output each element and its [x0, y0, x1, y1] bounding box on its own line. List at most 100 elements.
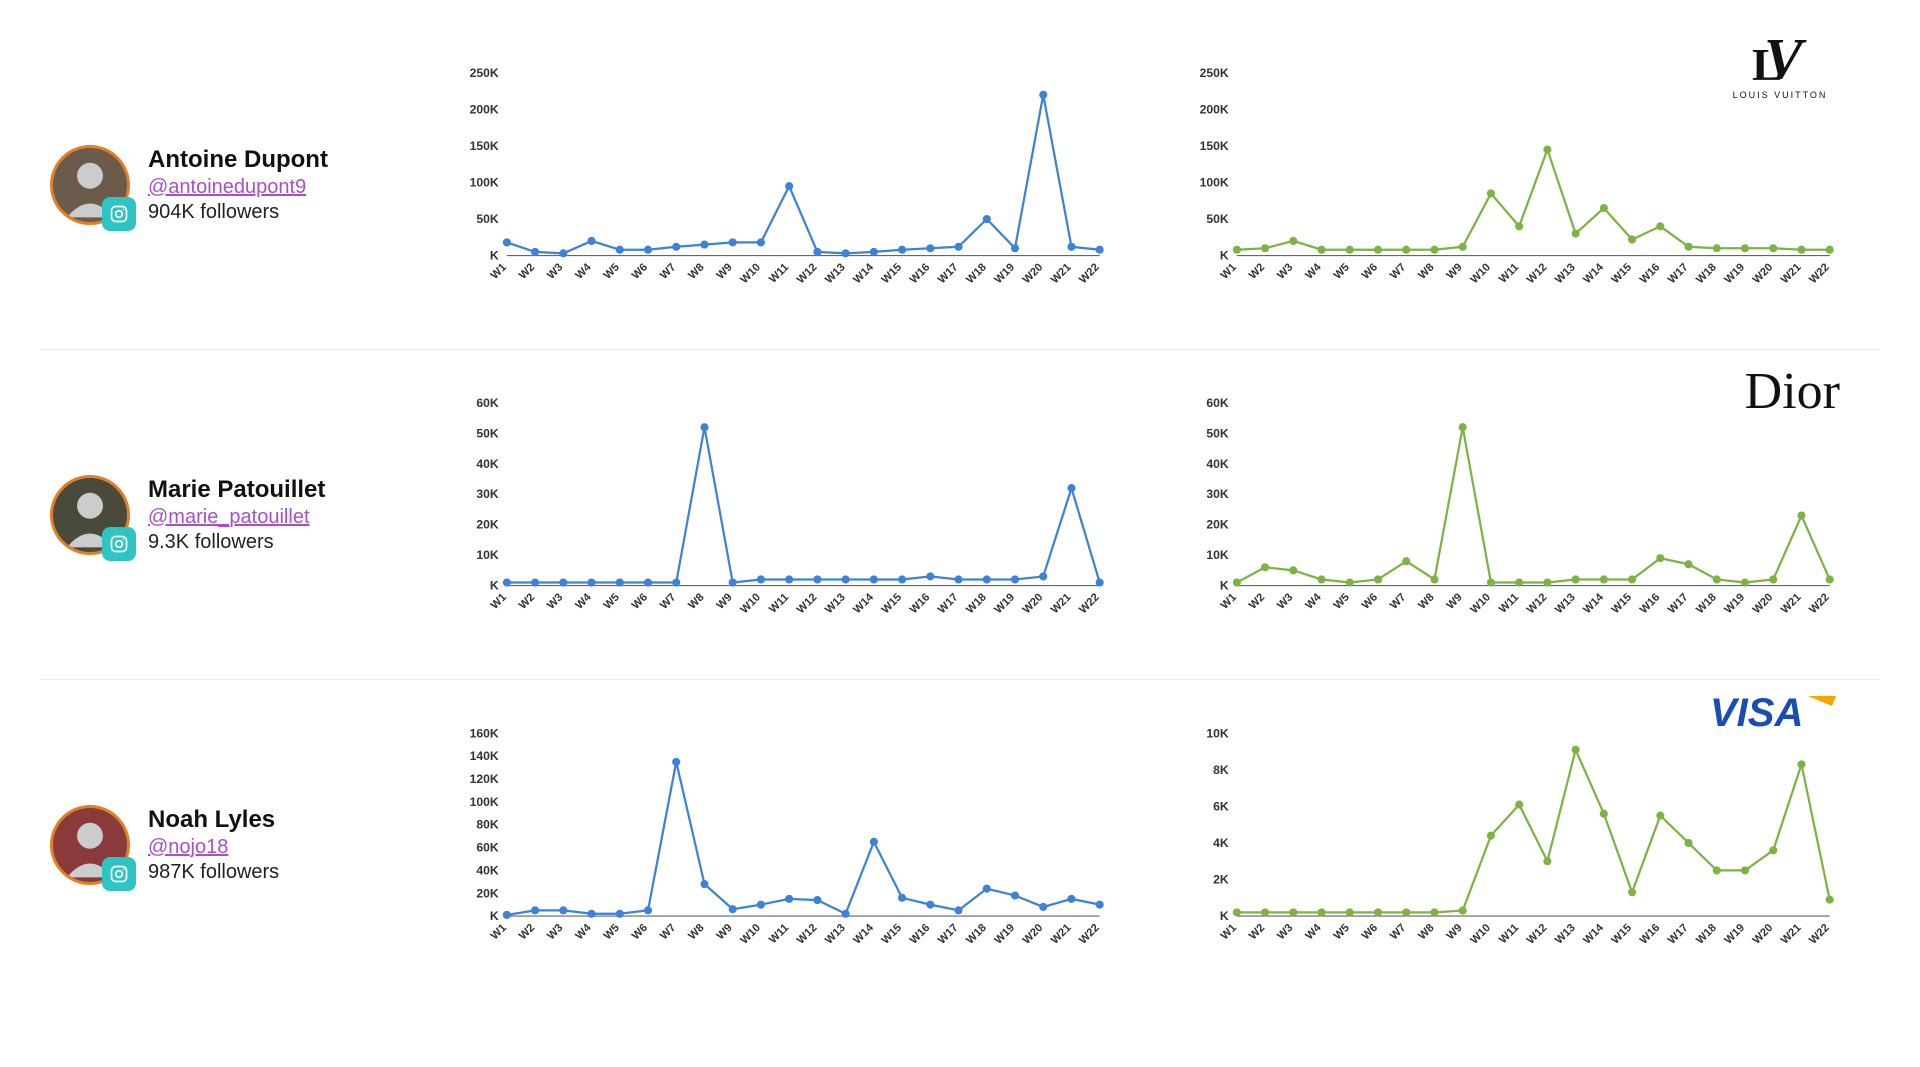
profile-block: Antoine Dupont @antoinedupont9 904K foll… — [40, 145, 420, 225]
svg-text:W21: W21 — [1049, 261, 1074, 286]
chart-left: K20K40K60K80K100K120K140K160KW1W2W3W4W5W… — [420, 700, 1150, 990]
svg-text:W7: W7 — [658, 261, 678, 281]
chart-right: K2K4K6K8K10KW1W2W3W4W5W6W7W8W9W10W11W12W… — [1150, 700, 1880, 990]
svg-text:W18: W18 — [1694, 591, 1719, 616]
svg-text:W22: W22 — [1807, 591, 1832, 616]
svg-text:W4: W4 — [573, 261, 594, 282]
svg-text:10K: 10K — [476, 548, 499, 562]
svg-text:W16: W16 — [1638, 922, 1663, 947]
svg-text:6K: 6K — [1213, 799, 1229, 813]
svg-text:W10: W10 — [738, 922, 763, 947]
svg-text:W3: W3 — [1275, 591, 1295, 611]
svg-text:W7: W7 — [1388, 261, 1408, 281]
svg-text:W16: W16 — [908, 922, 933, 947]
svg-text:W13: W13 — [823, 922, 848, 947]
svg-text:W21: W21 — [1049, 591, 1074, 616]
svg-text:W12: W12 — [1525, 591, 1550, 616]
svg-text:W3: W3 — [545, 591, 565, 611]
svg-text:W17: W17 — [936, 591, 961, 616]
svg-text:30K: 30K — [476, 487, 499, 501]
chart-right: K50K100K150K200K250KW1W2W3W4W5W6W7W8W9W1… — [1150, 40, 1880, 329]
svg-text:W20: W20 — [1021, 922, 1046, 947]
svg-text:W19: W19 — [992, 922, 1017, 947]
svg-text:50K: 50K — [476, 426, 499, 440]
profile-followers: 987K followers — [148, 861, 279, 884]
profile-block: Marie Patouillet @marie_patouillet 9.3K … — [40, 475, 420, 555]
svg-text:W11: W11 — [1497, 591, 1521, 615]
svg-text:W1: W1 — [489, 591, 509, 611]
svg-text:W3: W3 — [1275, 922, 1295, 942]
svg-text:W5: W5 — [1332, 261, 1352, 281]
svg-text:W11: W11 — [767, 591, 791, 615]
brand-logo-dior: Dior — [1745, 362, 1840, 421]
svg-text:200K: 200K — [470, 102, 499, 116]
svg-text:W10: W10 — [1468, 591, 1493, 616]
svg-text:W11: W11 — [767, 261, 791, 285]
line-chart: K10K20K30K40K50K60KW1W2W3W4W5W6W7W8W9W10… — [450, 370, 1120, 659]
svg-text:60K: 60K — [1206, 396, 1229, 410]
line-chart: K20K40K60K80K100K120K140K160KW1W2W3W4W5W… — [450, 700, 1120, 990]
avatar — [50, 805, 130, 885]
svg-text:50K: 50K — [476, 212, 499, 226]
svg-text:W12: W12 — [1525, 261, 1550, 286]
svg-text:W1: W1 — [489, 261, 509, 281]
svg-text:100K: 100K — [1200, 176, 1229, 190]
svg-text:W6: W6 — [630, 922, 650, 942]
svg-text:K: K — [1220, 579, 1229, 593]
svg-text:W22: W22 — [1077, 261, 1102, 286]
profile-handle[interactable]: @marie_patouillet — [148, 506, 325, 529]
instagram-badge-icon — [102, 527, 136, 561]
svg-text:W19: W19 — [992, 261, 1017, 286]
svg-text:10K: 10K — [1206, 548, 1229, 562]
svg-text:W6: W6 — [630, 261, 650, 281]
svg-text:W8: W8 — [686, 922, 706, 942]
svg-text:W19: W19 — [1722, 922, 1747, 947]
svg-text:W13: W13 — [1553, 922, 1578, 947]
svg-text:W3: W3 — [545, 922, 565, 942]
svg-text:W14: W14 — [851, 591, 876, 616]
profile-handle[interactable]: @nojo18 — [148, 836, 279, 859]
svg-text:W8: W8 — [1416, 591, 1436, 611]
profile-name: Marie Patouillet — [148, 476, 325, 504]
svg-text:W9: W9 — [1444, 922, 1464, 942]
profile-handle[interactable]: @antoinedupont9 — [148, 176, 328, 199]
svg-text:W13: W13 — [823, 261, 848, 286]
svg-text:50K: 50K — [1206, 426, 1229, 440]
svg-text:W19: W19 — [1722, 591, 1747, 616]
svg-text:K: K — [1220, 249, 1229, 263]
svg-text:W22: W22 — [1077, 922, 1102, 947]
svg-text:W6: W6 — [1360, 261, 1380, 281]
svg-text:W14: W14 — [1581, 261, 1606, 286]
svg-text:W9: W9 — [1444, 591, 1464, 611]
svg-text:W20: W20 — [1021, 261, 1046, 286]
svg-text:W17: W17 — [936, 261, 961, 286]
svg-text:W4: W4 — [1303, 261, 1324, 282]
svg-text:W11: W11 — [767, 922, 791, 946]
svg-text:W21: W21 — [1779, 591, 1804, 616]
instagram-badge-icon — [102, 857, 136, 891]
svg-text:W17: W17 — [1666, 591, 1691, 616]
svg-text:W15: W15 — [1609, 591, 1634, 616]
profile-name: Noah Lyles — [148, 806, 279, 834]
profile-followers: 904K followers — [148, 201, 328, 224]
svg-text:W18: W18 — [1694, 922, 1719, 947]
svg-text:200K: 200K — [1200, 102, 1229, 116]
svg-text:W10: W10 — [738, 261, 763, 286]
svg-text:80K: 80K — [476, 818, 499, 832]
svg-text:W2: W2 — [1247, 261, 1267, 281]
svg-text:W13: W13 — [1553, 591, 1578, 616]
svg-text:W16: W16 — [1638, 261, 1663, 286]
svg-text:120K: 120K — [470, 772, 499, 786]
svg-text:W1: W1 — [1219, 591, 1239, 611]
svg-text:W3: W3 — [1275, 261, 1295, 281]
svg-text:250K: 250K — [1200, 66, 1229, 80]
svg-text:W5: W5 — [1332, 591, 1352, 611]
svg-text:40K: 40K — [476, 863, 499, 877]
svg-text:W14: W14 — [851, 921, 876, 946]
svg-text:W20: W20 — [1751, 591, 1776, 616]
svg-text:W21: W21 — [1779, 922, 1804, 947]
svg-text:W16: W16 — [908, 591, 933, 616]
svg-text:W1: W1 — [489, 922, 509, 942]
svg-text:W5: W5 — [602, 261, 622, 281]
svg-text:W12: W12 — [1525, 922, 1550, 947]
